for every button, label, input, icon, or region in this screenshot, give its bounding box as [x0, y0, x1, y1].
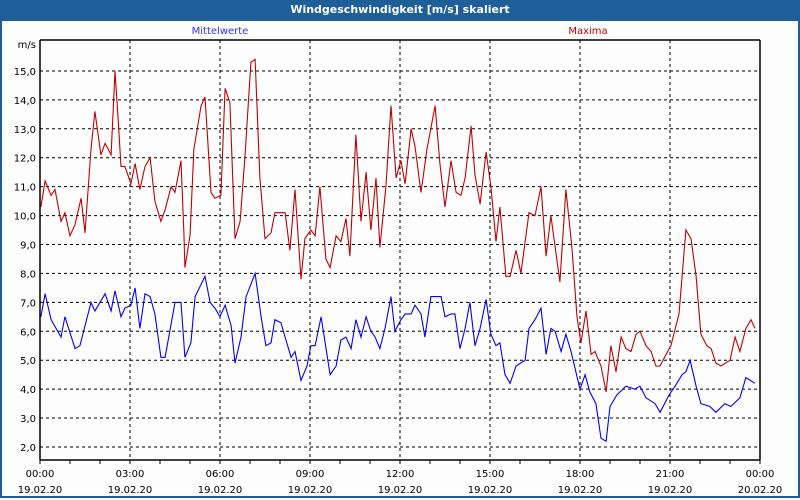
x-tick-time: 18:00: [566, 469, 595, 480]
x-tick-time: 09:00: [296, 469, 325, 480]
y-tick-label: 9,0: [20, 241, 36, 252]
y-tick-label: 11,0: [14, 183, 36, 194]
x-tick-time: 00:00: [26, 469, 55, 480]
y-tick-label: 3,0: [20, 414, 36, 425]
axes: 2,0 3,0 4,0 5,0 6,0 7,0 8,0 9,0 10,0 11,0 12,0 13,0…: [14, 39, 783, 496]
y-tick-label: 14,0: [14, 96, 36, 107]
x-tick-date: 19.02.20: [378, 485, 423, 496]
y-tick-label: 2,0: [20, 443, 36, 454]
grid: [40, 40, 760, 460]
y-tick-label: 5,0: [20, 356, 36, 367]
x-tick-time: 15:00: [476, 469, 505, 480]
y-tick-label: 13,0: [14, 125, 36, 136]
y-tick-label: 10,0: [14, 212, 36, 223]
x-tick-date: 19.02.20: [288, 485, 333, 496]
x-tick-time: 00:00: [746, 469, 775, 480]
x-tick-date: 19.02.20: [18, 485, 63, 496]
x-tick-time: 03:00: [116, 469, 145, 480]
y-tick-label: 15,0: [14, 67, 36, 78]
y-tick-label: 6,0: [20, 327, 36, 338]
y-axis-label: m/s: [18, 40, 36, 51]
y-tick-label: 12,0: [14, 154, 36, 165]
x-tick-date: 19.02.20: [468, 485, 513, 496]
x-tick-date: 19.02.20: [558, 485, 603, 496]
x-tick-date: 19.02.20: [648, 485, 693, 496]
x-tick-date: 19.02.20: [108, 485, 153, 496]
window-title: Windgeschwindigkeit [m/s] skaliert: [0, 0, 800, 21]
legend-maxima: Maxima: [568, 26, 607, 37]
series-line-maxima: [40, 58, 756, 393]
y-tick-label: 8,0: [20, 269, 36, 280]
y-tick-label: 7,0: [20, 298, 36, 309]
x-tick-date: 19.02.20: [198, 485, 243, 496]
x-tick-time: 21:00: [656, 469, 685, 480]
x-tick-time: 12:00: [386, 469, 415, 480]
legend-mittelwerte: Mittelwerte: [192, 26, 249, 37]
x-tick-time: 06:00: [206, 469, 235, 480]
y-tick-label: 4,0: [20, 385, 36, 396]
series-lines: [40, 58, 756, 443]
x-tick-date: 20.02.20: [738, 485, 783, 496]
series-line-mittelwerte: [40, 271, 756, 443]
